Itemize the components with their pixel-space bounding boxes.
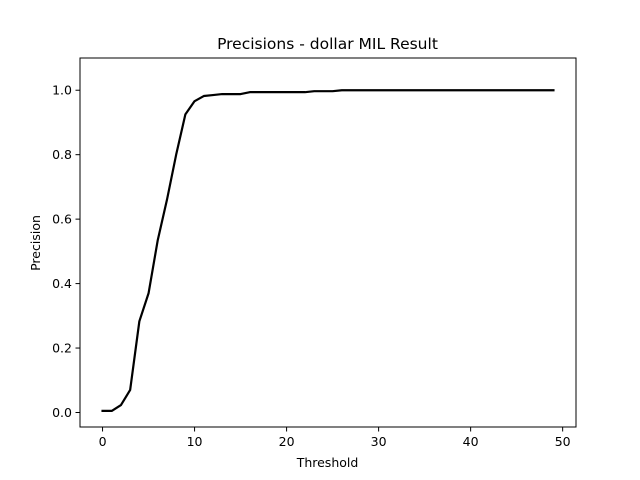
x-axis-label: Threshold: [296, 455, 359, 470]
x-tick-label: 50: [555, 434, 571, 449]
y-tick-label: 0.4: [52, 276, 72, 291]
y-tick-label: 0.2: [52, 341, 72, 356]
x-tick-label: 40: [463, 434, 479, 449]
y-tick-label: 1.0: [52, 83, 72, 98]
y-tick-label: 0.8: [52, 147, 72, 162]
x-tick-label: 10: [187, 434, 203, 449]
y-tick-label: 0.6: [52, 212, 72, 227]
plot-area: [79, 57, 577, 428]
x-tick-label: 30: [371, 434, 387, 449]
x-tick-label: 0: [99, 434, 107, 449]
chart-title: Precisions - dollar MIL Result: [217, 35, 438, 53]
y-tick-label: 0.0: [52, 405, 72, 420]
x-tick-label: 20: [279, 434, 295, 449]
axes-frame: [79, 57, 577, 428]
y-axis-label: Precision: [28, 215, 43, 271]
series-line-0: [101, 89, 555, 412]
axis-ticks: 0 10 20 30 40 50 0.0 0.2 0.4 0.6 0.8 1.0: [52, 83, 571, 449]
